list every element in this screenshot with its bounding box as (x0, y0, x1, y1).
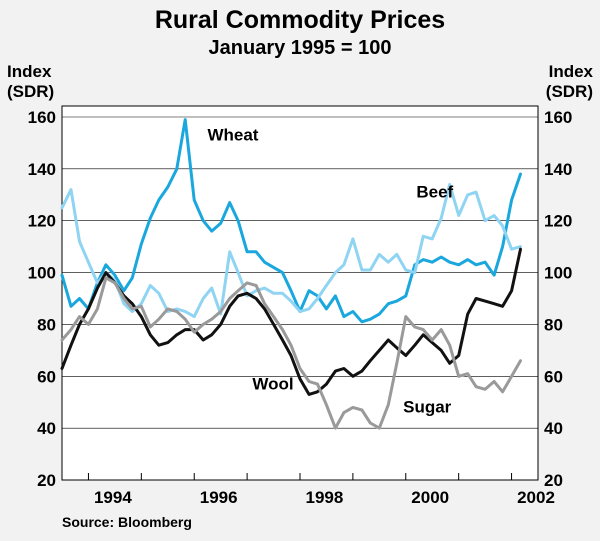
series-label-wool: Wool (252, 374, 293, 393)
y-tick-label-left: 40 (37, 419, 56, 438)
right-axis-unit-line2: (SDR) (545, 82, 593, 101)
x-tick-label-2000: 2000 (411, 488, 449, 507)
series-label-sugar: Sugar (403, 398, 452, 417)
left-axis-unit: Index (SDR) (7, 62, 54, 102)
x-tick-label-1994: 1994 (94, 488, 132, 507)
series-label-wheat: Wheat (207, 125, 258, 144)
y-tick-label-left: 20 (37, 471, 56, 490)
y-tick-label-right: 140 (544, 160, 572, 179)
left-axis-unit-line1: Index (7, 62, 52, 81)
series-line-sugar (60, 276, 522, 430)
chart-subtitle: January 1995 = 100 (208, 37, 392, 59)
right-axis-unit-line1: Index (548, 62, 593, 81)
source-note: Source: Bloomberg (62, 514, 192, 530)
chart-title: Rural Commodity Prices (154, 6, 446, 34)
y-tick-label-left: 140 (28, 160, 56, 179)
y-tick-label-right: 100 (544, 264, 572, 283)
series-label-beef: Beef (416, 182, 453, 201)
y-tick-label-right: 120 (544, 212, 572, 231)
y-tick-label-right: 80 (544, 315, 563, 334)
y-tick-label-left: 80 (37, 315, 56, 334)
x-tick-label-2002: 2002 (517, 488, 555, 507)
x-tick-label-1996: 1996 (200, 488, 238, 507)
y-tick-label-left: 100 (28, 264, 56, 283)
y-tick-label-right: 40 (544, 419, 563, 438)
y-tick-label-right: 60 (544, 367, 563, 386)
series-line-wheat (60, 118, 522, 324)
left-axis-unit-line2: (SDR) (7, 82, 55, 101)
y-tick-label-right: 20 (544, 471, 563, 490)
right-axis-unit: Index (SDR) (546, 62, 593, 102)
plot-area (61, 105, 539, 481)
y-tick-label-left: 60 (37, 367, 56, 386)
y-tick-label-right: 160 (544, 108, 572, 127)
y-tick-label-left: 160 (28, 108, 56, 127)
y-tick-label-left: 120 (28, 212, 56, 231)
x-tick-label-1998: 1998 (306, 488, 344, 507)
series-line-wool (60, 247, 522, 396)
